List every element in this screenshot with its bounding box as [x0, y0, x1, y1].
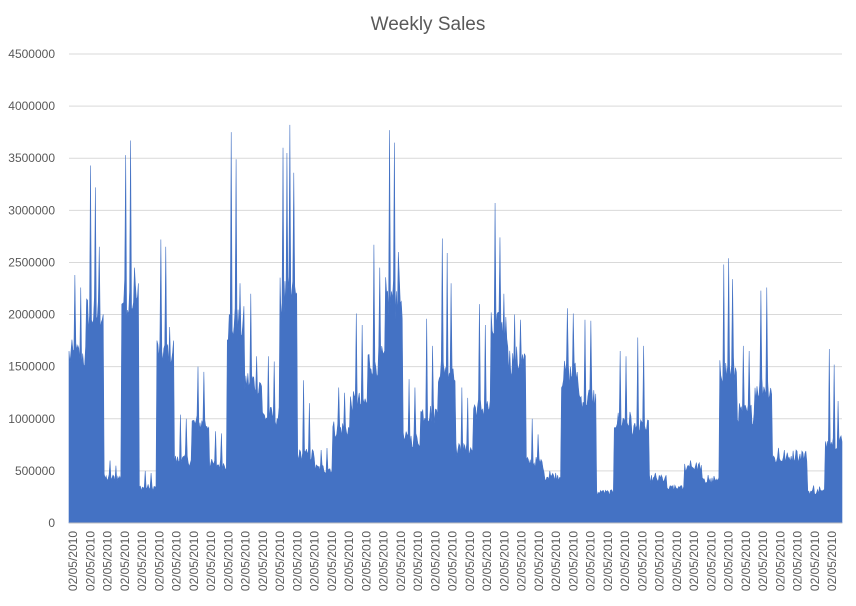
x-tick-label: 02/05/2010 [635, 531, 649, 591]
x-tick-label: 02/05/2010 [584, 531, 598, 591]
y-tick-label: 1000000 [8, 412, 55, 426]
x-tick-label: 02/05/2010 [118, 531, 132, 591]
x-tick-label: 02/05/2010 [83, 531, 97, 591]
x-tick-label: 02/05/2010 [342, 531, 356, 591]
x-tick-label: 02/05/2010 [325, 531, 339, 591]
x-tick-label: 02/05/2010 [170, 531, 184, 591]
x-tick-label: 02/05/2010 [515, 531, 529, 591]
x-tick-label: 02/05/2010 [411, 531, 425, 591]
y-tick-label: 2000000 [8, 308, 55, 322]
x-tick-label: 02/05/2010 [308, 531, 322, 591]
x-tick-label: 02/05/2010 [377, 531, 391, 591]
x-tick-label: 02/05/2010 [497, 531, 511, 591]
x-tick-label: 02/05/2010 [204, 531, 218, 591]
x-tick-label: 02/05/2010 [722, 531, 736, 591]
y-tick-label: 4000000 [8, 99, 55, 113]
x-tick-label: 02/05/2010 [532, 531, 546, 591]
x-tick-label: 02/05/2010 [670, 531, 684, 591]
x-tick-label: 02/05/2010 [549, 531, 563, 591]
x-tick-label: 02/05/2010 [66, 531, 80, 591]
x-tick-label: 02/05/2010 [566, 531, 580, 591]
x-tick-label: 02/05/2010 [825, 531, 839, 591]
x-tick-label: 02/05/2010 [135, 531, 149, 591]
x-tick-label: 02/05/2010 [653, 531, 667, 591]
x-tick-label: 02/05/2010 [187, 531, 201, 591]
x-tick-label: 02/05/2010 [463, 531, 477, 591]
x-axis-ticks: 02/05/2010 02/05/2010 02/05/2010 02/05/2010… [66, 531, 839, 591]
x-tick-label: 02/05/2010 [394, 531, 408, 591]
y-tick-label: 2500000 [8, 255, 55, 269]
x-tick-label: 02/05/2010 [239, 531, 253, 591]
x-tick-label: 02/05/2010 [791, 531, 805, 591]
x-tick-label: 02/05/2010 [480, 531, 494, 591]
x-tick-label: 02/05/2010 [101, 531, 115, 591]
x-tick-label: 02/05/2010 [152, 531, 166, 591]
x-tick-label: 02/05/2010 [359, 531, 373, 591]
y-tick-label: 3500000 [8, 151, 55, 165]
x-tick-label: 02/05/2010 [618, 531, 632, 591]
x-tick-label: 02/05/2010 [446, 531, 460, 591]
data-area [68, 124, 843, 524]
x-tick-label: 02/05/2010 [808, 531, 822, 591]
x-tick-label: 02/05/2010 [221, 531, 235, 591]
y-tick-label: 4500000 [8, 47, 55, 61]
x-tick-label: 02/05/2010 [704, 531, 718, 591]
x-tick-label: 02/05/2010 [256, 531, 270, 591]
y-tick-label: 500000 [15, 464, 55, 478]
x-tick-label: 02/05/2010 [273, 531, 287, 591]
sales-area-series [68, 124, 843, 524]
x-tick-label: 02/05/2010 [428, 531, 442, 591]
x-tick-label: 02/05/2010 [756, 531, 770, 591]
y-axis-ticks: 0 500000 1000000 1500000 2000000 2500000 30000… [8, 47, 55, 530]
y-tick-label: 3000000 [8, 203, 55, 217]
x-tick-label: 02/05/2010 [773, 531, 787, 591]
x-tick-label: 02/05/2010 [687, 531, 701, 591]
y-tick-label: 0 [48, 516, 55, 530]
y-tick-label: 1500000 [8, 360, 55, 374]
x-tick-label: 02/05/2010 [601, 531, 615, 591]
x-tick-label: 02/05/2010 [739, 531, 753, 591]
x-tick-label: 02/05/2010 [290, 531, 304, 591]
chart-title: Weekly Sales [371, 14, 486, 35]
